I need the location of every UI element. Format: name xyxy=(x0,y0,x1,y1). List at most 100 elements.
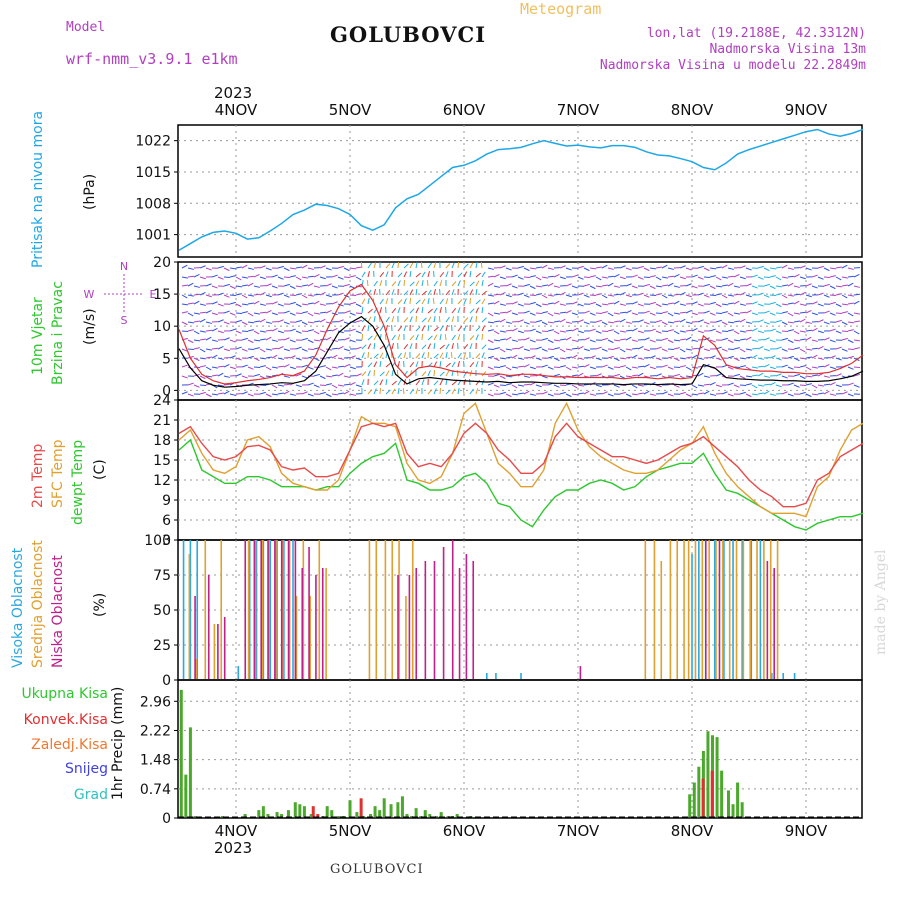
wind-barb xyxy=(853,347,860,350)
wind-barb xyxy=(625,375,633,378)
wind-barb xyxy=(811,347,819,350)
wind-barb xyxy=(763,321,770,325)
wind-barb xyxy=(847,366,854,370)
wind-barb xyxy=(601,364,608,368)
wind-barb xyxy=(409,335,415,341)
wind-barb xyxy=(685,294,692,298)
wind-barb xyxy=(811,384,818,389)
wind-barb xyxy=(337,357,344,360)
wind-barb xyxy=(247,321,255,324)
wind-barb xyxy=(205,267,212,271)
wind-barb xyxy=(553,312,560,315)
panel-frame xyxy=(177,679,863,819)
wind-barb xyxy=(487,382,494,386)
wind-barb xyxy=(379,360,382,368)
wind-barb xyxy=(271,347,279,350)
wind-barb xyxy=(697,319,704,323)
wind-barb xyxy=(577,365,585,368)
cloud-low-label: Niska Oblacnost xyxy=(50,555,66,668)
wind-barb xyxy=(259,348,266,353)
wind-barb xyxy=(559,311,567,314)
wind-barb xyxy=(247,348,255,351)
wind-barb xyxy=(697,392,704,395)
wind-barb xyxy=(505,294,512,298)
wind-barb xyxy=(535,312,543,315)
wind-barb xyxy=(547,329,554,332)
wind-barb xyxy=(283,364,290,368)
wind-barb xyxy=(223,310,230,314)
wind-barb xyxy=(457,307,461,314)
wind-barb xyxy=(451,316,455,323)
wind-barb xyxy=(667,355,674,359)
wind-barb xyxy=(277,384,284,387)
wind-barb xyxy=(481,280,484,287)
wind-barb xyxy=(199,348,206,353)
wind-barb xyxy=(433,316,436,323)
wind-barb xyxy=(355,330,362,334)
wind-barb xyxy=(619,338,626,341)
wind-barb xyxy=(751,354,758,359)
wind-barb xyxy=(685,366,692,371)
wind-barb xyxy=(739,330,746,333)
wind-barb xyxy=(367,370,371,377)
y-tick-label: 2.22 xyxy=(140,723,171,739)
wind-barb xyxy=(457,325,463,332)
wind-barb xyxy=(421,306,424,314)
wind-barb xyxy=(733,300,740,305)
wind-barb xyxy=(457,388,460,395)
wind-barb xyxy=(547,321,555,324)
wind-barb xyxy=(685,321,692,324)
wind-barb xyxy=(775,384,782,388)
wind-barb xyxy=(643,310,650,314)
wind-barb xyxy=(493,274,500,278)
wind-barb xyxy=(445,298,449,305)
wind-barb xyxy=(469,343,473,350)
model-name: wrf-nmm_v3.9.1 e1km xyxy=(66,50,238,68)
wind-barb xyxy=(565,321,572,324)
wind-barb xyxy=(259,365,266,368)
wind-barb xyxy=(211,274,218,278)
wind-barb xyxy=(193,285,200,288)
wind-side-label-2: Brzina i Pravac xyxy=(50,281,66,385)
wind-barb xyxy=(523,267,530,272)
temp-dewpt-label: dewpt Temp xyxy=(70,439,86,525)
wind-barb xyxy=(577,357,584,360)
wind-barb xyxy=(463,263,469,269)
wind-barb xyxy=(223,383,231,386)
wind-barb xyxy=(181,348,188,352)
y-tick-label: 21 xyxy=(153,413,171,429)
wind-barb xyxy=(691,312,698,316)
wind-barb xyxy=(811,312,818,316)
wind-barb xyxy=(529,328,536,332)
wind-barb xyxy=(655,384,662,388)
wind-barb xyxy=(325,366,332,371)
wind-barb xyxy=(283,383,291,386)
wind-barb xyxy=(427,335,433,341)
wind-barb xyxy=(349,382,356,386)
wind-barb xyxy=(277,365,285,368)
wind-barb xyxy=(313,312,320,315)
wind-barb xyxy=(475,307,480,314)
wind-barb xyxy=(661,294,668,299)
wind-barb xyxy=(265,375,273,378)
wind-barb xyxy=(721,337,728,341)
wind-barb xyxy=(673,312,680,315)
wind-barb xyxy=(649,294,657,297)
wind-barb xyxy=(193,293,201,296)
wind-barb xyxy=(373,353,379,359)
wind-barb xyxy=(366,279,369,287)
wind-barb xyxy=(775,357,782,361)
wind-barb xyxy=(391,334,396,341)
wind-barb xyxy=(421,333,424,341)
wind-barb xyxy=(493,320,500,323)
wind-barb xyxy=(715,293,722,296)
wind-barb xyxy=(205,329,213,332)
wind-barb xyxy=(547,339,554,344)
wind-barb xyxy=(637,319,644,323)
lonlat-text: lon,lat (19.2188E, 42.3312N) xyxy=(646,26,866,41)
wind-barb xyxy=(715,330,722,334)
wind-barb xyxy=(253,274,260,278)
wind-barb xyxy=(523,310,530,314)
wind-barb xyxy=(751,328,758,332)
wind-barb xyxy=(823,276,831,279)
